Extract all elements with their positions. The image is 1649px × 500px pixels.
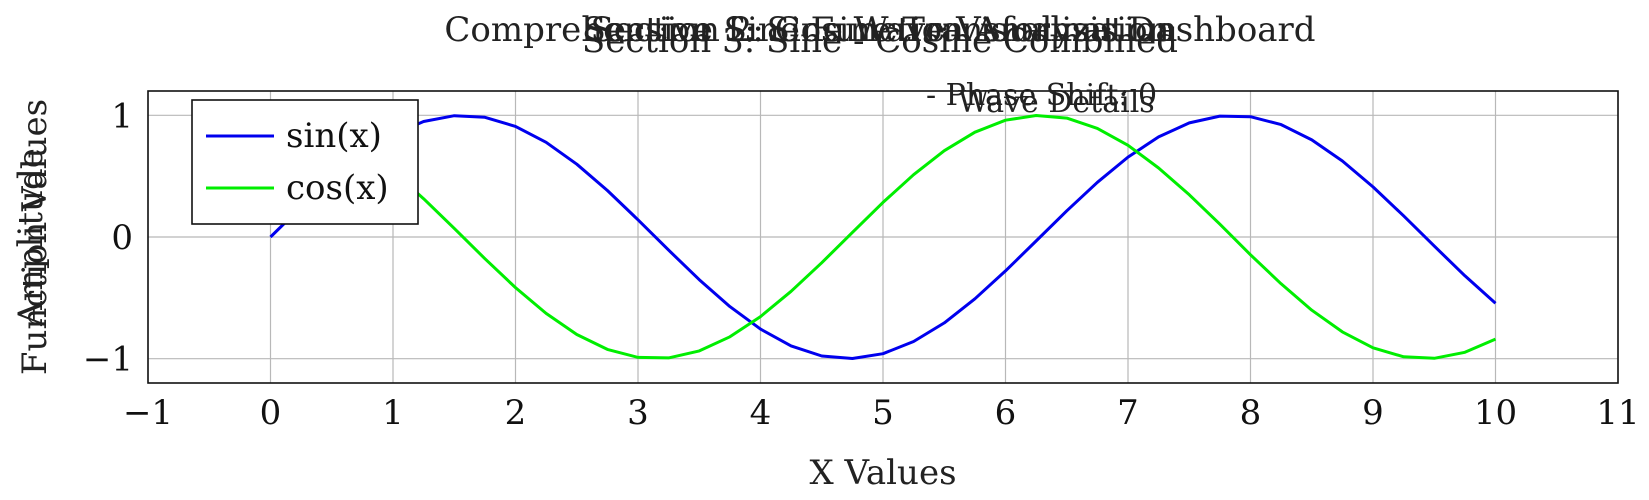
- y-tick-label: −1: [83, 340, 133, 380]
- x-tick-label: 11: [1596, 393, 1639, 433]
- legend-label-sin: sin(x): [286, 116, 382, 156]
- x-tick-label: 2: [505, 393, 527, 433]
- section-3-title: Section 3: Sine - Cosine Combined: [582, 21, 1178, 61]
- x-tick-label: 10: [1474, 393, 1517, 433]
- x-tick-label: 1: [382, 393, 404, 433]
- y-axis-label-overlap: Amplitude: [11, 148, 51, 327]
- x-tick-label: 0: [260, 393, 282, 433]
- sin-series-line: [269, 114, 1497, 360]
- x-tick-label: 8: [1240, 393, 1262, 433]
- phase-shift-annotation: - Phase Shift: 0: [926, 78, 1157, 113]
- chart-title: Comprehensive Sine Function Analysis Das…: [444, 10, 1315, 50]
- x-tick-label: 5: [872, 393, 894, 433]
- series-layer: [269, 113, 1497, 360]
- x-tick-label: −1: [123, 393, 173, 433]
- x-tick-labels: −1 0 1 2 3 4 5 6 7 8 9 10 11: [123, 393, 1640, 433]
- legend-box: [191, 99, 419, 225]
- x-tick-label: 7: [1117, 393, 1139, 433]
- wave-annotations: - Phase Shift: 0 Wave Details: [926, 78, 1157, 120]
- wave-details-annotation: Wave Details: [958, 85, 1155, 120]
- x-axis-label: X Values: [809, 453, 956, 493]
- y-tick-labels: −1 0 1: [83, 96, 133, 379]
- y-tick-label: 0: [111, 218, 133, 258]
- section-2-title: Section 2: Cosine Transformation: [591, 10, 1170, 50]
- legend: sin(x) cos(x): [191, 99, 419, 225]
- x-tick-label: 4: [750, 393, 772, 433]
- legend-label-cos: cos(x): [286, 168, 389, 208]
- x-tick-label: 6: [995, 393, 1017, 433]
- plot-frame: [147, 90, 1619, 384]
- section-1-title: Section 1: Sine Wave Visualization: [583, 10, 1178, 50]
- titles: Comprehensive Sine Function Analysis Das…: [444, 10, 1315, 61]
- x-tick-label: 3: [627, 393, 649, 433]
- x-tick-label: 9: [1362, 393, 1384, 433]
- cos-series-line: [270, 113, 1497, 360]
- y-axis-label: Function Values: [15, 99, 55, 375]
- y-tick-label: 1: [111, 96, 133, 136]
